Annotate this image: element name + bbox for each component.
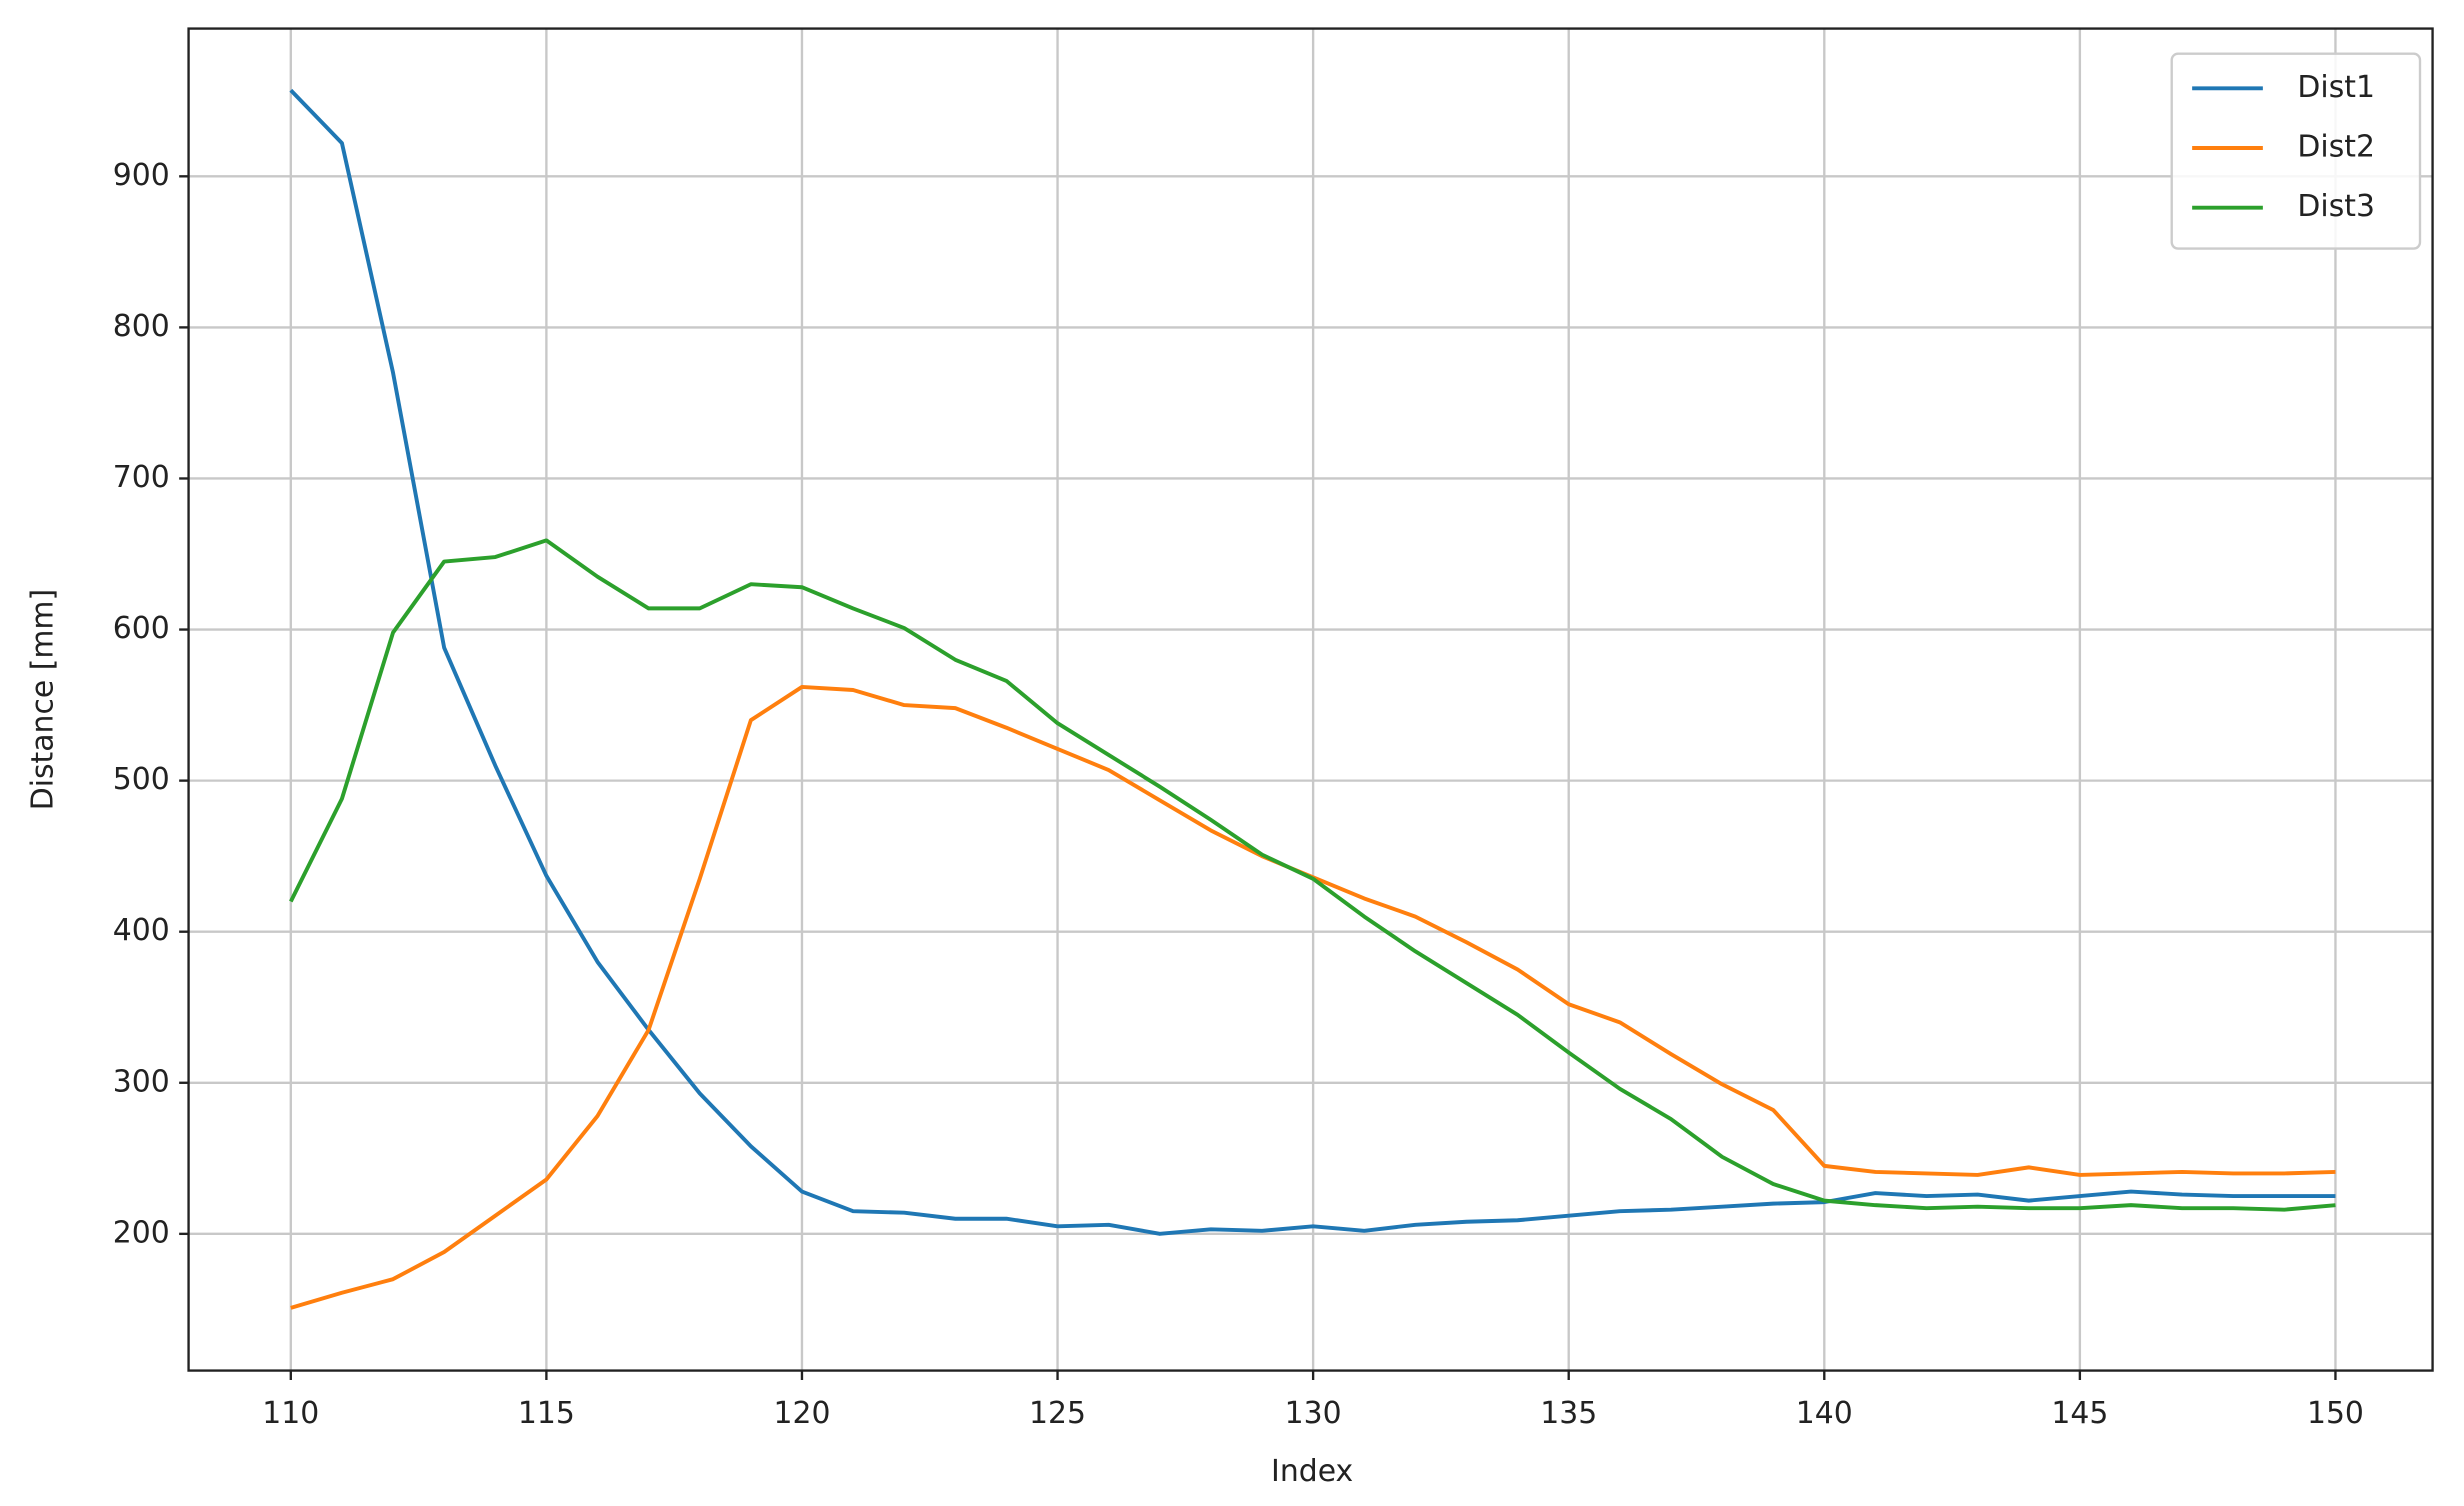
x-tick-label: 130 <box>1285 1396 1342 1431</box>
x-tick-label: 115 <box>518 1396 575 1431</box>
y-tick-label: 900 <box>113 158 170 193</box>
data-line <box>289 538 2336 1212</box>
y-tick-label: 300 <box>113 1064 170 1099</box>
x-tick-label: 135 <box>1540 1396 1597 1431</box>
y-axis-label: Distance [mm] <box>25 589 60 810</box>
plot-frame <box>187 27 2434 1372</box>
y-tick-label: 500 <box>113 762 170 797</box>
data-line <box>289 88 2336 1236</box>
y-tick-label: 400 <box>113 913 170 948</box>
legend-box <box>2170 52 2422 250</box>
legend-label: Dist3 <box>2297 189 2375 224</box>
y-tick-label: 600 <box>113 611 170 646</box>
x-tick-label: 120 <box>773 1396 830 1431</box>
legend-label: Dist2 <box>2297 129 2375 164</box>
x-tick-label: 125 <box>1029 1396 1086 1431</box>
x-tick-label: 150 <box>2307 1396 2364 1431</box>
x-tick-label: 110 <box>262 1396 319 1431</box>
x-tick-label: 140 <box>1796 1396 1853 1431</box>
legend-label: Dist1 <box>2297 70 2375 105</box>
x-tick-label: 145 <box>2051 1396 2108 1431</box>
y-tick-label: 800 <box>113 309 170 344</box>
y-tick-label: 700 <box>113 460 170 495</box>
x-axis-label: Index <box>1271 1454 1353 1489</box>
y-tick-label: 200 <box>113 1215 170 1250</box>
